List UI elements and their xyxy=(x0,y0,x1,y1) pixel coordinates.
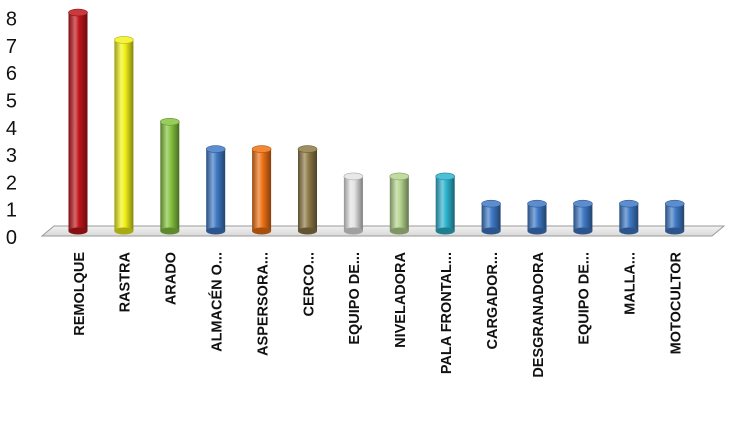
bar xyxy=(527,199,547,235)
bar xyxy=(68,8,88,235)
x-tick-label: PALA FRONTAL... xyxy=(439,252,455,374)
x-tick-label: NIVELADORA xyxy=(393,251,409,347)
x-tick-label: EQUIPO DE... xyxy=(577,252,593,345)
y-tick-label: 6 xyxy=(6,63,17,85)
bar xyxy=(251,145,272,235)
x-tick-label: ALMACÉN O... xyxy=(209,252,226,352)
x-tick-label: CERCO... xyxy=(301,252,317,316)
y-tick-label: 4 xyxy=(6,118,17,140)
x-tick-label: MOTOCULTOR xyxy=(669,251,685,354)
bar xyxy=(160,118,180,235)
bar xyxy=(573,199,593,235)
x-tick-label: CARGADOR... xyxy=(485,252,501,349)
x-tick-label: REMOLQUE xyxy=(72,252,88,336)
bar xyxy=(389,172,410,235)
x-tick-label: ARADO xyxy=(164,252,180,305)
bar xyxy=(297,145,318,235)
x-axis-labels: REMOLQUE RASTRA ARADO ALMACÉN O... ASPERSORA… xyxy=(72,251,685,377)
y-tick-label: 0 xyxy=(6,227,17,249)
bar-series xyxy=(68,8,685,235)
bar xyxy=(343,172,364,235)
x-tick-label: ASPERSORA... xyxy=(255,252,271,356)
y-tick-label: 2 xyxy=(6,172,17,194)
y-axis: 0 1 2 3 4 5 6 7 8 xyxy=(6,9,17,249)
x-tick-label: EQUIPO DE... xyxy=(347,252,363,345)
y-tick-label: 8 xyxy=(6,9,17,31)
bar xyxy=(618,199,639,235)
x-tick-label: RASTRA xyxy=(118,251,134,312)
bar xyxy=(481,199,501,235)
y-tick-label: 1 xyxy=(6,200,17,222)
x-tick-label: DESGRANADORA xyxy=(531,251,547,377)
bar xyxy=(664,199,685,235)
y-tick-label: 5 xyxy=(6,91,17,113)
bar xyxy=(114,36,134,235)
y-tick-label: 3 xyxy=(6,145,17,167)
bar xyxy=(435,172,456,235)
x-tick-label: MALLA... xyxy=(623,252,639,315)
y-tick-label: 7 xyxy=(6,36,17,58)
bar xyxy=(205,145,226,235)
